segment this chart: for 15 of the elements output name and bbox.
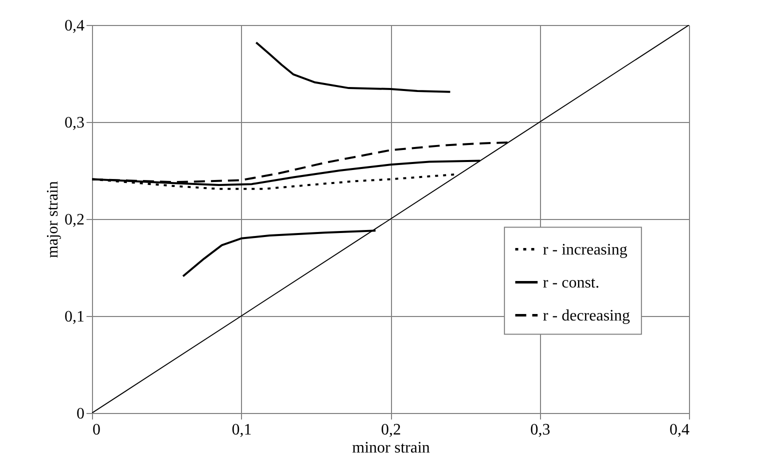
y-tick-label: 0,2	[64, 212, 84, 228]
legend-label: r - decreasing	[542, 307, 630, 324]
y-tick-label: 0,3	[64, 114, 84, 132]
x-tick-label: 0,4	[670, 422, 690, 438]
x-tick-label: 0,2	[381, 422, 401, 438]
x-tick-label: 0,3	[530, 422, 550, 438]
x-tick-label: 0,1	[232, 422, 252, 438]
x-tick-label: 0	[92, 422, 100, 438]
y-axis-title: major strain	[44, 181, 62, 258]
y-tick-label: 0,4	[64, 18, 84, 34]
legend-label: r - increasing	[542, 241, 628, 258]
x-axis-title: minor strain	[352, 440, 430, 456]
y-tick-label: 0	[76, 406, 84, 422]
y-tick-label: 0,1	[64, 308, 84, 326]
legend-label: r - const.	[542, 274, 600, 292]
